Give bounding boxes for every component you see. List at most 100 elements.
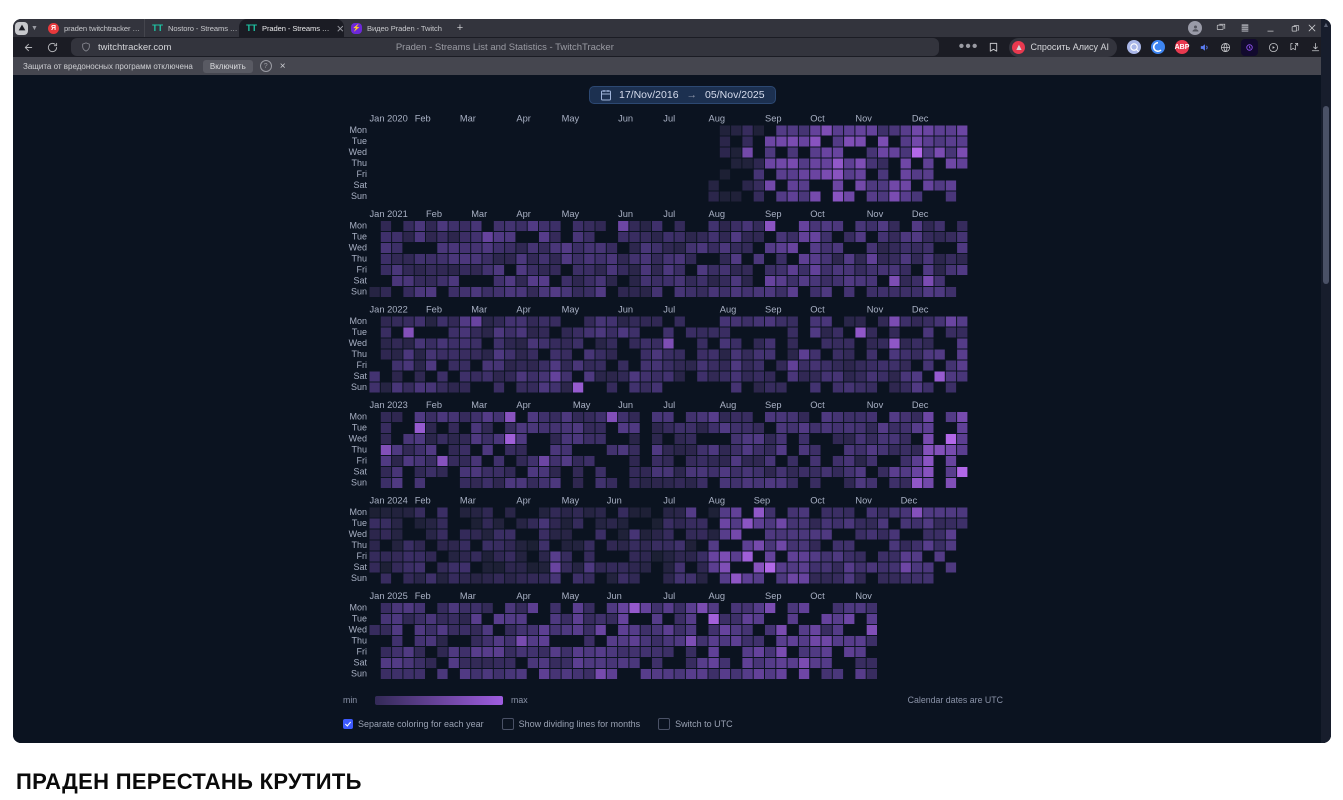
svg-text:Oct: Oct — [810, 400, 825, 410]
svg-text:Tue: Tue — [352, 232, 367, 242]
svg-text:Nov: Nov — [855, 114, 872, 124]
svg-text:Fri: Fri — [357, 551, 368, 561]
svg-text:Jan 2022: Jan 2022 — [370, 305, 408, 315]
svg-text:Sat: Sat — [353, 371, 367, 381]
svg-text:Mar: Mar — [460, 591, 476, 601]
svg-text:Thu: Thu — [351, 158, 367, 168]
svg-text:Tue: Tue — [352, 327, 367, 337]
svg-text:Wed: Wed — [349, 338, 367, 348]
svg-text:Apr: Apr — [516, 496, 530, 506]
svg-text:Feb: Feb — [426, 400, 442, 410]
svg-text:Jun: Jun — [607, 591, 622, 601]
svg-text:Feb: Feb — [415, 496, 431, 506]
svg-text:Mar: Mar — [471, 400, 487, 410]
svg-text:Tue: Tue — [352, 614, 367, 624]
svg-text:Fri: Fri — [357, 456, 368, 466]
svg-text:Tue: Tue — [352, 423, 367, 433]
svg-text:Thu: Thu — [351, 254, 367, 264]
svg-text:Dec: Dec — [912, 400, 929, 410]
svg-text:Oct: Oct — [810, 305, 825, 315]
svg-text:Fri: Fri — [357, 647, 368, 657]
svg-text:Jul: Jul — [663, 209, 675, 219]
svg-text:Sun: Sun — [351, 669, 367, 679]
svg-text:Apr: Apr — [516, 591, 530, 601]
svg-text:Sun: Sun — [351, 478, 367, 488]
svg-text:Apr: Apr — [516, 114, 530, 124]
svg-text:Feb: Feb — [426, 209, 442, 219]
svg-text:Jan 2025: Jan 2025 — [370, 591, 408, 601]
svg-text:Mar: Mar — [471, 209, 487, 219]
svg-text:Mon: Mon — [349, 316, 367, 326]
svg-text:Tue: Tue — [352, 136, 367, 146]
svg-text:Jul: Jul — [663, 305, 675, 315]
svg-text:Sep: Sep — [754, 496, 771, 506]
svg-text:Aug: Aug — [709, 114, 726, 124]
svg-text:Wed: Wed — [349, 434, 367, 444]
svg-text:Mar: Mar — [460, 114, 476, 124]
svg-text:Jun: Jun — [618, 400, 633, 410]
svg-text:Feb: Feb — [415, 591, 431, 601]
svg-text:Apr: Apr — [516, 209, 530, 219]
svg-text:Wed: Wed — [349, 147, 367, 157]
svg-text:Dec: Dec — [901, 496, 918, 506]
svg-text:Sep: Sep — [765, 305, 782, 315]
svg-text:Dec: Dec — [912, 209, 929, 219]
svg-text:Sun: Sun — [351, 382, 367, 392]
svg-text:Fri: Fri — [357, 169, 368, 179]
svg-text:Mon: Mon — [349, 412, 367, 422]
svg-text:Fri: Fri — [357, 265, 368, 275]
svg-text:Jun: Jun — [618, 305, 633, 315]
svg-text:Aug: Aug — [709, 209, 726, 219]
svg-text:Sun: Sun — [351, 573, 367, 583]
svg-text:Mar: Mar — [460, 496, 476, 506]
svg-text:Jul: Jul — [663, 591, 675, 601]
svg-text:Mon: Mon — [349, 221, 367, 231]
svg-text:Jul: Jul — [663, 496, 675, 506]
svg-text:Feb: Feb — [415, 114, 431, 124]
svg-text:Sun: Sun — [351, 287, 367, 297]
svg-text:Jan 2021: Jan 2021 — [370, 209, 408, 219]
svg-text:Aug: Aug — [720, 400, 737, 410]
svg-text:Dec: Dec — [912, 305, 929, 315]
svg-text:Wed: Wed — [349, 529, 367, 539]
svg-text:Jul: Jul — [663, 114, 675, 124]
svg-text:Jan 2024: Jan 2024 — [370, 496, 408, 506]
svg-text:Sat: Sat — [353, 562, 367, 572]
svg-text:Nov: Nov — [867, 209, 884, 219]
svg-text:May: May — [562, 591, 580, 601]
svg-text:Sat: Sat — [353, 467, 367, 477]
svg-text:Mon: Mon — [349, 507, 367, 517]
svg-text:Sun: Sun — [351, 191, 367, 201]
svg-text:Jan 2023: Jan 2023 — [370, 400, 408, 410]
svg-text:Oct: Oct — [810, 209, 825, 219]
svg-text:Dec: Dec — [912, 114, 929, 124]
svg-text:Thu: Thu — [351, 636, 367, 646]
svg-text:Sep: Sep — [765, 209, 782, 219]
svg-text:Sat: Sat — [353, 658, 367, 668]
svg-text:Mon: Mon — [349, 125, 367, 135]
svg-text:Oct: Oct — [810, 591, 825, 601]
svg-text:Mar: Mar — [471, 305, 487, 315]
svg-text:Oct: Oct — [810, 114, 825, 124]
svg-text:Mon: Mon — [349, 603, 367, 613]
svg-text:May: May — [562, 305, 580, 315]
svg-text:Thu: Thu — [351, 445, 367, 455]
svg-text:Sep: Sep — [765, 591, 782, 601]
svg-text:Nov: Nov — [855, 591, 872, 601]
svg-text:Jul: Jul — [663, 400, 675, 410]
svg-text:Jan 2020: Jan 2020 — [370, 114, 408, 124]
svg-text:Nov: Nov — [855, 496, 872, 506]
svg-text:May: May — [562, 209, 580, 219]
svg-text:Sep: Sep — [765, 114, 782, 124]
svg-text:Thu: Thu — [351, 349, 367, 359]
svg-text:Sep: Sep — [765, 400, 782, 410]
svg-text:Aug: Aug — [709, 496, 726, 506]
svg-text:Sat: Sat — [353, 180, 367, 190]
svg-text:Tue: Tue — [352, 518, 367, 528]
svg-text:Nov: Nov — [867, 305, 884, 315]
svg-text:Thu: Thu — [351, 540, 367, 550]
svg-text:Nov: Nov — [867, 400, 884, 410]
svg-text:Sat: Sat — [353, 276, 367, 286]
svg-text:Feb: Feb — [426, 305, 442, 315]
svg-text:Oct: Oct — [810, 496, 825, 506]
